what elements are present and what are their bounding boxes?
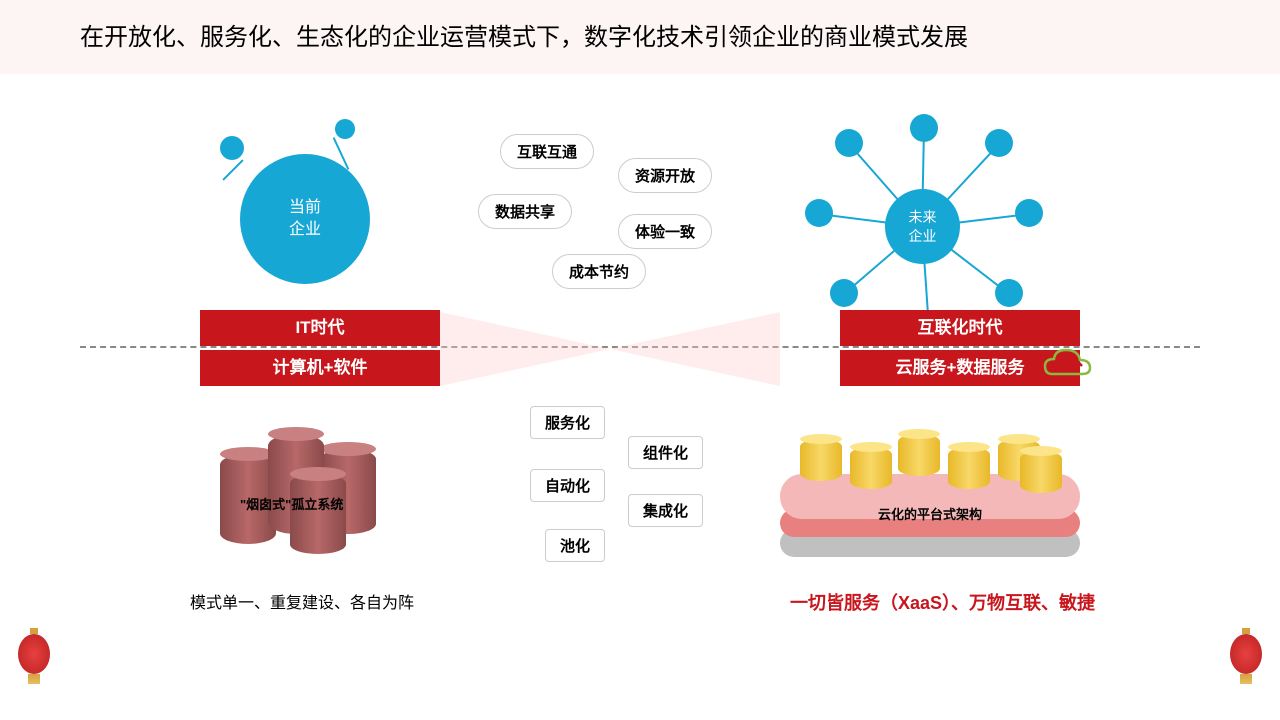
feature-tag: 服务化 bbox=[530, 406, 605, 439]
network-node bbox=[830, 279, 858, 307]
concept-pill: 成本节约 bbox=[552, 254, 646, 289]
silo-systems: "烟囱式"孤立系统 bbox=[220, 424, 440, 564]
network-node bbox=[1015, 199, 1043, 227]
future-enterprise: 未来 企业 bbox=[815, 119, 1035, 339]
gold-cylinder-icon bbox=[1020, 451, 1062, 493]
silo-label: "烟囱式"孤立系统 bbox=[240, 494, 343, 513]
feature-tag: 组件化 bbox=[628, 436, 703, 469]
satellite-dot bbox=[335, 119, 355, 139]
cloud-icon bbox=[1040, 344, 1095, 384]
cylinder-icon bbox=[290, 474, 346, 554]
cloud-platform: 云化的平台式架构 bbox=[780, 419, 1080, 569]
slide-title: 在开放化、服务化、生态化的企业运营模式下，数字化技术引领企业的商业模式发展 bbox=[0, 0, 1280, 74]
era-left-bottom: 计算机+软件 bbox=[200, 350, 440, 386]
network-node bbox=[805, 199, 833, 227]
era-left-top: IT时代 bbox=[200, 310, 440, 346]
diagram-area: 当前 企业 未来 企业 互联互通资源开放数据共享体验一致成本节约 IT时代 计算… bbox=[0, 74, 1280, 694]
lantern-icon bbox=[18, 634, 50, 674]
platform-label: 云化的平台式架构 bbox=[780, 504, 1080, 523]
transition-x bbox=[440, 312, 780, 386]
concept-pill: 资源开放 bbox=[618, 158, 712, 193]
satellite-dot bbox=[220, 136, 244, 160]
current-enterprise: 当前 企业 bbox=[240, 154, 370, 284]
current-enterprise-circle: 当前 企业 bbox=[240, 154, 370, 284]
caption-left: 模式单一、重复建设、各自为阵 bbox=[190, 589, 414, 613]
feature-tag: 自动化 bbox=[530, 469, 605, 502]
era-right-top: 互联化时代 bbox=[840, 310, 1080, 346]
connector-line bbox=[222, 159, 243, 180]
network-node bbox=[995, 279, 1023, 307]
network-node bbox=[985, 129, 1013, 157]
concept-pill: 体验一致 bbox=[618, 214, 712, 249]
network-node bbox=[835, 129, 863, 157]
network-node bbox=[910, 114, 938, 142]
gold-cylinder-icon bbox=[800, 439, 842, 481]
concept-pill: 互联互通 bbox=[500, 134, 594, 169]
feature-tag: 池化 bbox=[545, 529, 605, 562]
caption-right: 一切皆服务（XaaS）、万物互联、敏捷 bbox=[790, 589, 1095, 615]
gold-cylinder-icon bbox=[948, 447, 990, 489]
gold-cylinder-icon bbox=[850, 447, 892, 489]
lantern-icon bbox=[1230, 634, 1262, 674]
feature-tag: 集成化 bbox=[628, 494, 703, 527]
concept-pill: 数据共享 bbox=[478, 194, 572, 229]
future-enterprise-circle: 未来 企业 bbox=[885, 189, 960, 264]
gold-cylinder-icon bbox=[898, 434, 940, 476]
